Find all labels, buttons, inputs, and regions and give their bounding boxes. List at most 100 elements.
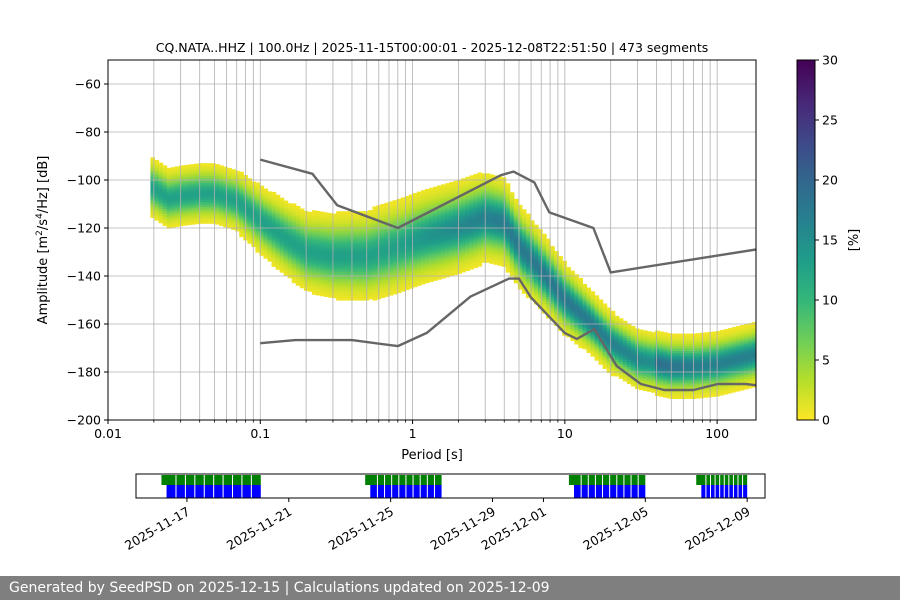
heatmap-cell xyxy=(170,171,176,175)
heatmap-cell xyxy=(416,239,422,243)
heatmap-cell xyxy=(186,181,192,185)
heatmap-cell xyxy=(287,232,293,236)
heatmap-cell xyxy=(182,208,188,212)
heatmap-cell xyxy=(259,207,265,211)
heatmap-cell xyxy=(703,341,709,345)
heatmap-cell xyxy=(368,253,374,257)
heatmap-cell xyxy=(441,258,446,262)
heatmap-cell xyxy=(521,271,527,275)
heatmap-cell xyxy=(590,348,596,352)
heatmap-cell xyxy=(638,353,644,357)
heatmap-cell xyxy=(715,371,721,375)
heatmap-cell xyxy=(433,251,438,255)
heatmap-cell xyxy=(360,297,366,301)
heatmap-cell xyxy=(336,235,341,239)
heatmap-cell xyxy=(542,303,547,307)
heatmap-cell xyxy=(743,384,749,388)
heatmap-cell xyxy=(231,171,236,175)
heatmap-cell xyxy=(558,291,563,295)
heatmap-cell xyxy=(675,343,680,347)
heatmap-cell xyxy=(727,373,733,377)
heatmap-cell xyxy=(594,355,600,359)
heatmap-cell xyxy=(433,217,438,221)
heatmap-cell xyxy=(206,168,212,171)
heatmap-cell xyxy=(663,344,668,348)
heatmap-cell xyxy=(743,376,749,380)
heatmap-cell xyxy=(489,188,495,192)
heatmap-cell xyxy=(477,254,483,258)
heatmap-cell xyxy=(158,186,164,190)
heatmap-cell xyxy=(380,235,386,239)
heatmap-cell xyxy=(360,271,366,275)
heatmap-cell xyxy=(590,305,596,309)
heatmap-cell xyxy=(461,262,466,266)
high-noise-model-line xyxy=(259,158,756,274)
heatmap-cell xyxy=(328,289,333,293)
heatmap-cell xyxy=(348,225,353,229)
heatmap-cell xyxy=(158,167,164,171)
heatmap-cell xyxy=(614,325,620,329)
heatmap-cell xyxy=(420,243,426,246)
heatmap-cell xyxy=(461,199,466,203)
heatmap-cell xyxy=(287,220,293,224)
heatmap-cell xyxy=(618,325,624,329)
heatmap-cell xyxy=(388,225,394,229)
heatmap-cell xyxy=(529,220,535,224)
heatmap-cell xyxy=(578,345,584,349)
heatmap-cell xyxy=(558,313,563,317)
heatmap-cell xyxy=(453,192,458,196)
heatmap-cell xyxy=(182,215,188,219)
heatmap-cell xyxy=(481,187,487,191)
heatmap-cell xyxy=(170,179,176,183)
heatmap-cell xyxy=(287,227,293,231)
heatmap-cell xyxy=(533,265,539,269)
heatmap-cell xyxy=(731,346,737,350)
heatmap-cell xyxy=(445,195,450,199)
heatmap-cell xyxy=(352,288,357,291)
heatmap-cell xyxy=(239,200,244,204)
heatmap-cell xyxy=(679,357,684,361)
heatmap-cell xyxy=(352,225,357,229)
heatmap-cell xyxy=(239,205,244,209)
heatmap-cell xyxy=(223,221,228,225)
heatmap-cell xyxy=(263,250,269,254)
heatmap-cell xyxy=(340,264,345,267)
heatmap-cell xyxy=(388,278,394,282)
heatmap-cell xyxy=(529,251,535,255)
heatmap-cell xyxy=(509,245,515,249)
heatmap-cell xyxy=(384,202,390,206)
heatmap-cell xyxy=(485,223,491,227)
heatmap-cell xyxy=(711,362,717,366)
heatmap-cell xyxy=(186,190,192,194)
heatmap-cell xyxy=(420,202,426,206)
heatmap-cell xyxy=(283,253,289,257)
heatmap-cell xyxy=(570,323,575,327)
heatmap-cell xyxy=(372,249,378,253)
heatmap-cell xyxy=(348,235,353,239)
heatmap-cell xyxy=(465,239,470,243)
heatmap-cell xyxy=(227,189,232,193)
heatmap-cell xyxy=(437,231,442,235)
heatmap-cell xyxy=(578,289,584,293)
heatmap-cell xyxy=(408,225,414,229)
heatmap-cell xyxy=(235,192,240,196)
heatmap-cell xyxy=(550,272,555,276)
heatmap-cell xyxy=(162,213,168,217)
heatmap-cell xyxy=(667,390,672,394)
x-tick-label: 0.01 xyxy=(94,426,122,441)
heatmap-cell xyxy=(675,352,680,356)
heatmap-cell xyxy=(170,203,176,207)
heatmap-cell xyxy=(352,240,357,243)
heatmap-cell xyxy=(610,363,616,367)
heatmap-cell xyxy=(715,338,721,342)
heatmap-cell xyxy=(687,340,693,344)
heatmap-cell xyxy=(235,185,240,189)
heatmap-cell xyxy=(348,216,353,219)
heatmap-cell xyxy=(259,195,265,199)
heatmap-cell xyxy=(320,266,325,270)
heatmap-cell xyxy=(647,362,652,366)
heatmap-cell xyxy=(529,280,535,284)
heatmap-cell xyxy=(469,184,475,188)
heatmap-cell xyxy=(433,249,438,253)
heatmap-cell xyxy=(283,243,289,247)
